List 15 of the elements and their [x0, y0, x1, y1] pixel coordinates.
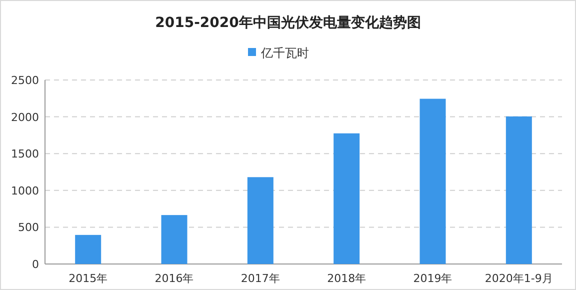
y-tick-label: 2000: [11, 110, 39, 124]
x-tick-label: 2020年1-9月: [484, 272, 553, 285]
x-tick-label: 2016年: [154, 272, 194, 285]
x-tick-label: 2019年: [413, 272, 452, 285]
legend: 亿千瓦时: [248, 46, 309, 60]
y-tick-label: 0: [32, 258, 39, 271]
y-tick-label: 1000: [11, 184, 39, 198]
title: 2015-2020年中国光伏发电量变化趋势图: [155, 15, 421, 31]
y-tick-label: 2500: [11, 74, 39, 87]
x-tick-label: 2015年: [68, 272, 108, 285]
x-tick-label: 2018年: [327, 272, 366, 285]
x-tick-label: 2017年: [240, 272, 280, 285]
y-tick-label: 1500: [11, 148, 39, 161]
legend-label: 亿千瓦时: [260, 46, 309, 60]
y-tick-label: 500: [18, 221, 39, 234]
